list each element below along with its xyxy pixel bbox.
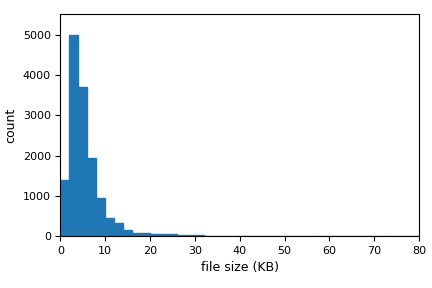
Bar [159, 234, 168, 236]
Bar [123, 230, 132, 236]
Bar [70, 35, 79, 236]
Bar [186, 235, 195, 236]
Bar [150, 234, 159, 236]
Bar [114, 223, 123, 236]
Bar [105, 218, 114, 236]
Bar [168, 234, 177, 236]
Bar [195, 235, 204, 236]
Bar [132, 233, 141, 236]
X-axis label: file size (KB): file size (KB) [201, 262, 279, 274]
Bar [87, 158, 96, 236]
Bar [96, 198, 105, 236]
Bar [177, 234, 186, 236]
Bar [79, 87, 87, 236]
Bar [60, 180, 70, 236]
Bar [141, 233, 150, 236]
Y-axis label: count: count [4, 108, 17, 143]
